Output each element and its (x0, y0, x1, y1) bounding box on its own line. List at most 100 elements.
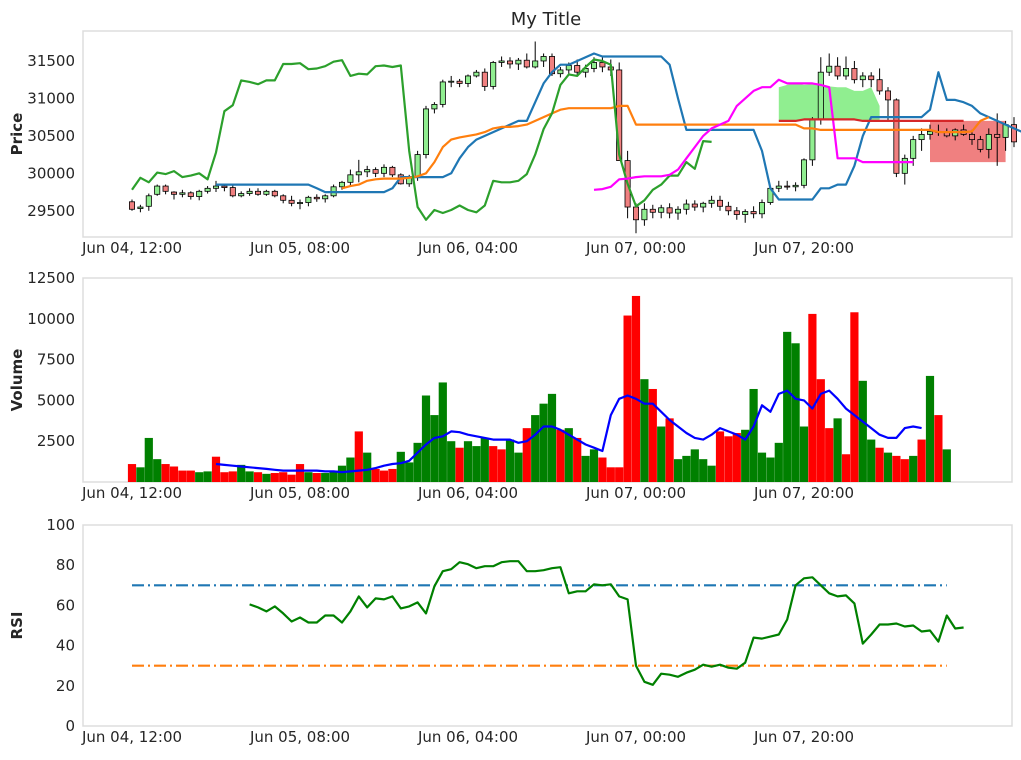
volume-bar-80 (799, 426, 809, 482)
candle-body-70 (717, 199, 724, 207)
volume-ytick-4: 12500 (27, 269, 75, 287)
candle-body-42 (481, 71, 488, 87)
volume-bar-33 (405, 462, 414, 482)
price-line-1 (341, 104, 990, 190)
candle-71 (725, 201, 732, 216)
volume-bar-42 (480, 437, 489, 482)
volume-xtick-2: Jun 06, 04:00 (417, 484, 518, 502)
volume-bar-94 (917, 439, 926, 482)
candle-90 (885, 87, 892, 121)
volume-ytick-1: 5000 (37, 391, 75, 409)
candle-body-16 (263, 190, 270, 195)
candle-85 (843, 56, 850, 80)
price-xtick-4: Jun 07, 20:00 (753, 239, 854, 257)
candle-body-79 (792, 184, 799, 188)
candle-body-21 (305, 196, 312, 203)
candle-69 (708, 195, 715, 208)
volume-bar-24 (329, 470, 338, 482)
candle-49 (540, 53, 547, 67)
volume-bar-62 (648, 388, 657, 482)
candle-body-20 (296, 202, 303, 204)
volume-bar-12 (228, 471, 237, 482)
candle-body-80 (801, 159, 808, 186)
volume-bar-39 (455, 447, 464, 482)
candle-body-18 (280, 195, 287, 201)
candle-body-40 (464, 75, 471, 84)
candle-body-102 (985, 133, 992, 150)
volume-bar-22 (312, 473, 321, 482)
candle-5 (170, 191, 177, 200)
candle-23 (322, 194, 329, 203)
candle-body-77 (775, 185, 782, 189)
volume-bar-5 (169, 466, 179, 482)
candle-63 (658, 204, 665, 219)
price-line-2 (131, 58, 712, 221)
candle-29 (372, 167, 379, 178)
candle-91 (893, 98, 900, 178)
candle-body-94 (918, 133, 925, 141)
candle-81 (809, 117, 816, 166)
volume-bar-32 (396, 451, 405, 482)
volume-bar-91 (892, 455, 901, 482)
volume-bar-88 (867, 439, 876, 482)
volume-bar-17 (270, 473, 279, 482)
rsi-ytick-5: 100 (46, 516, 75, 534)
candle-12 (229, 184, 236, 198)
candle-body-93 (910, 139, 917, 159)
candle-27 (355, 159, 362, 183)
candle-body-7 (187, 192, 194, 197)
candle-body-43 (490, 62, 497, 87)
candle-105 (1011, 117, 1018, 148)
price-line-3 (593, 78, 914, 191)
volume-bar-60 (631, 295, 641, 482)
candle-18 (280, 194, 287, 204)
candle-body-68 (700, 202, 707, 208)
volume-bar-19 (287, 474, 296, 482)
candle-body-47 (523, 59, 530, 68)
volume-bar-41 (472, 446, 481, 482)
candle-14 (246, 188, 253, 196)
price-fill-0 (778, 83, 880, 121)
volume-bar-65 (673, 459, 683, 482)
volume-bar-71 (724, 436, 733, 482)
candle-65 (675, 206, 682, 220)
price-fill-1 (930, 120, 1006, 163)
candle-body-4 (162, 185, 169, 192)
volume-bar-3 (153, 459, 162, 482)
candle-66 (683, 199, 690, 215)
volume-bar-44 (497, 449, 506, 482)
candle-body-84 (834, 65, 841, 77)
candle-35 (422, 105, 429, 159)
candle-43 (490, 60, 497, 90)
rsi-xtick-4: Jun 07, 20:00 (753, 728, 854, 746)
price-line-4 (778, 118, 964, 123)
candle-13 (238, 191, 245, 198)
volume-bar-0 (127, 464, 137, 482)
candle-74 (750, 206, 757, 219)
candle-84 (834, 57, 841, 80)
volume-bar-43 (489, 446, 498, 482)
candle-101 (977, 135, 984, 153)
candle-body-62 (649, 208, 656, 213)
candle-94 (918, 128, 925, 151)
candle-body-81 (809, 118, 816, 161)
candle-1 (137, 204, 144, 213)
candle-16 (263, 189, 270, 196)
candle-4 (162, 184, 169, 195)
volume-bar-49 (539, 403, 548, 482)
candle-body-86 (851, 68, 858, 81)
volume-bar-6 (178, 470, 187, 482)
candle-body-30 (380, 166, 387, 174)
volume-bar-75 (757, 452, 767, 482)
candle-body-35 (422, 108, 429, 156)
price-line-0 (216, 52, 1021, 201)
candle-75 (759, 199, 766, 219)
volume-bar-8 (195, 472, 204, 482)
candle-89 (876, 68, 883, 95)
candle-body-38 (448, 80, 455, 83)
volume-bar-11 (220, 472, 229, 482)
candle-41 (473, 69, 480, 78)
candle-body-66 (683, 203, 690, 210)
candle-body-67 (691, 203, 698, 208)
candle-86 (851, 60, 858, 84)
